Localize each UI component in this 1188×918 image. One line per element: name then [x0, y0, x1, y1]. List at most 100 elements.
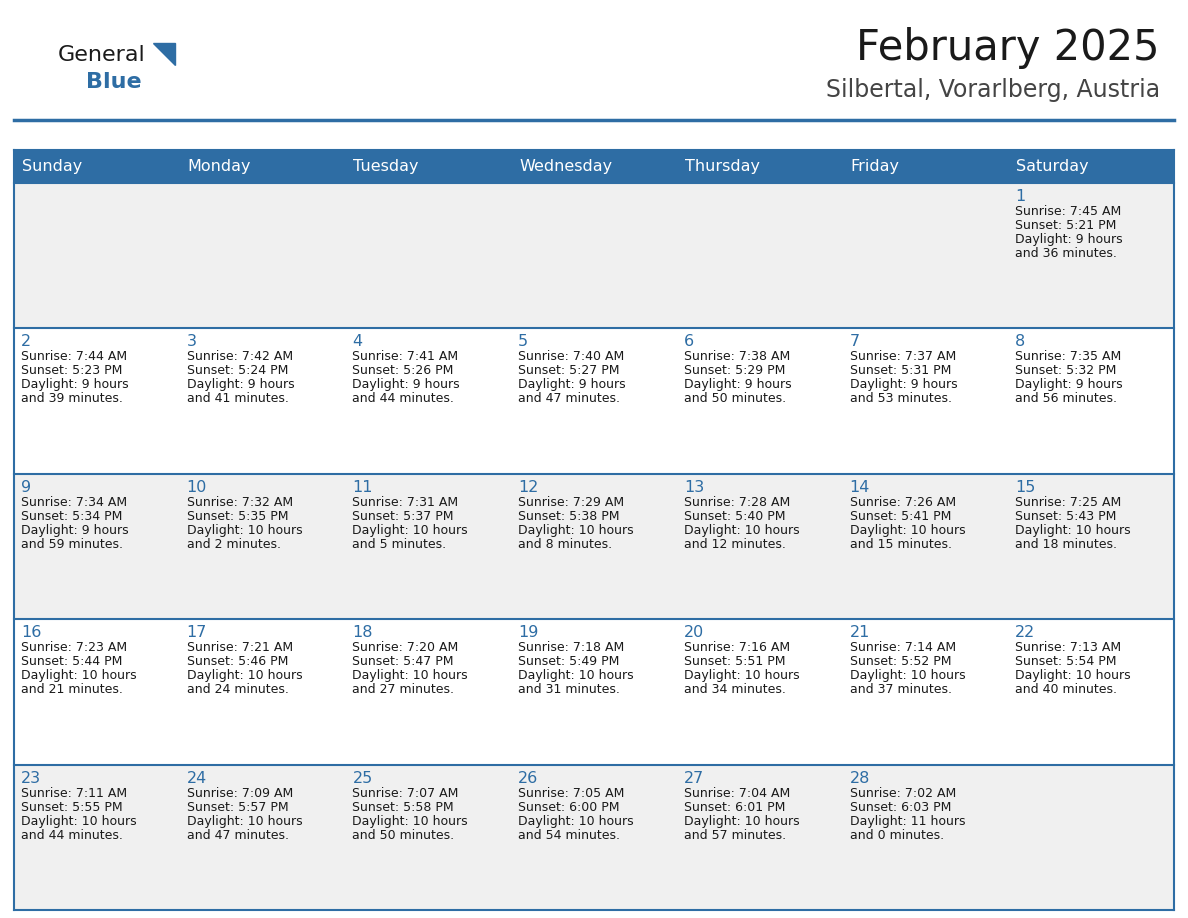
Text: 6: 6 [684, 334, 694, 350]
Text: 27: 27 [684, 770, 704, 786]
Text: and 50 minutes.: and 50 minutes. [353, 829, 455, 842]
Text: 5: 5 [518, 334, 529, 350]
Text: Sunrise: 7:13 AM: Sunrise: 7:13 AM [1016, 641, 1121, 655]
Text: and 24 minutes.: and 24 minutes. [187, 683, 289, 696]
Text: 18: 18 [353, 625, 373, 640]
Text: Sunset: 5:41 PM: Sunset: 5:41 PM [849, 509, 950, 522]
Text: Sunset: 5:34 PM: Sunset: 5:34 PM [21, 509, 122, 522]
Text: General: General [58, 45, 146, 65]
Text: and 44 minutes.: and 44 minutes. [353, 392, 454, 406]
Text: Sunset: 6:01 PM: Sunset: 6:01 PM [684, 800, 785, 813]
Text: Sunset: 5:37 PM: Sunset: 5:37 PM [353, 509, 454, 522]
Text: Sunset: 5:32 PM: Sunset: 5:32 PM [1016, 364, 1117, 377]
Text: Sunrise: 7:20 AM: Sunrise: 7:20 AM [353, 641, 459, 655]
Text: Sunday: Sunday [23, 159, 82, 174]
Text: 21: 21 [849, 625, 870, 640]
Text: Daylight: 9 hours: Daylight: 9 hours [21, 378, 128, 391]
Text: Sunset: 5:43 PM: Sunset: 5:43 PM [1016, 509, 1117, 522]
Text: Sunset: 5:31 PM: Sunset: 5:31 PM [849, 364, 950, 377]
Text: and 39 minutes.: and 39 minutes. [21, 392, 122, 406]
Text: and 37 minutes.: and 37 minutes. [849, 683, 952, 696]
Text: 10: 10 [187, 480, 207, 495]
Text: Daylight: 9 hours: Daylight: 9 hours [21, 524, 128, 537]
Polygon shape [153, 43, 175, 65]
Text: Sunset: 5:46 PM: Sunset: 5:46 PM [187, 655, 287, 668]
Text: and 47 minutes.: and 47 minutes. [518, 392, 620, 406]
Text: Daylight: 10 hours: Daylight: 10 hours [353, 814, 468, 828]
Text: Daylight: 11 hours: Daylight: 11 hours [849, 814, 965, 828]
Text: Sunrise: 7:40 AM: Sunrise: 7:40 AM [518, 351, 625, 364]
Text: and 8 minutes.: and 8 minutes. [518, 538, 612, 551]
Text: 9: 9 [21, 480, 31, 495]
Text: Sunset: 5:57 PM: Sunset: 5:57 PM [187, 800, 289, 813]
Text: Sunrise: 7:23 AM: Sunrise: 7:23 AM [21, 641, 127, 655]
Text: Sunrise: 7:25 AM: Sunrise: 7:25 AM [1016, 496, 1121, 509]
Text: 14: 14 [849, 480, 870, 495]
Text: Sunset: 5:58 PM: Sunset: 5:58 PM [353, 800, 454, 813]
Text: Daylight: 10 hours: Daylight: 10 hours [518, 814, 633, 828]
Text: Sunset: 5:51 PM: Sunset: 5:51 PM [684, 655, 785, 668]
Text: Monday: Monday [188, 159, 251, 174]
Text: February 2025: February 2025 [857, 27, 1159, 69]
Text: Daylight: 10 hours: Daylight: 10 hours [21, 814, 137, 828]
Text: and 12 minutes.: and 12 minutes. [684, 538, 785, 551]
Text: Daylight: 9 hours: Daylight: 9 hours [684, 378, 791, 391]
Text: Sunrise: 7:04 AM: Sunrise: 7:04 AM [684, 787, 790, 800]
Text: Sunset: 5:26 PM: Sunset: 5:26 PM [353, 364, 454, 377]
Text: 19: 19 [518, 625, 538, 640]
Text: Daylight: 10 hours: Daylight: 10 hours [1016, 669, 1131, 682]
Text: 16: 16 [21, 625, 42, 640]
Text: Daylight: 10 hours: Daylight: 10 hours [21, 669, 137, 682]
Text: and 41 minutes.: and 41 minutes. [187, 392, 289, 406]
Bar [14, 183, 1174, 329]
Bar [14, 474, 1174, 620]
Text: and 44 minutes.: and 44 minutes. [21, 829, 122, 842]
Text: Sunset: 5:21 PM: Sunset: 5:21 PM [1016, 219, 1117, 232]
Text: Sunrise: 7:38 AM: Sunrise: 7:38 AM [684, 351, 790, 364]
Text: Sunrise: 7:14 AM: Sunrise: 7:14 AM [849, 641, 955, 655]
Text: Sunrise: 7:32 AM: Sunrise: 7:32 AM [187, 496, 292, 509]
Text: and 50 minutes.: and 50 minutes. [684, 392, 786, 406]
Text: 11: 11 [353, 480, 373, 495]
Text: Sunrise: 7:11 AM: Sunrise: 7:11 AM [21, 787, 127, 800]
Text: Sunrise: 7:21 AM: Sunrise: 7:21 AM [187, 641, 292, 655]
Text: Daylight: 10 hours: Daylight: 10 hours [187, 814, 302, 828]
Text: Daylight: 10 hours: Daylight: 10 hours [849, 669, 965, 682]
Text: 1: 1 [1016, 189, 1025, 204]
Text: Sunset: 5:44 PM: Sunset: 5:44 PM [21, 655, 122, 668]
Text: Sunset: 5:35 PM: Sunset: 5:35 PM [187, 509, 289, 522]
Text: Sunrise: 7:09 AM: Sunrise: 7:09 AM [187, 787, 293, 800]
Bar [14, 150, 1174, 183]
Text: 26: 26 [518, 770, 538, 786]
Bar [14, 620, 1174, 765]
Text: Daylight: 10 hours: Daylight: 10 hours [518, 669, 633, 682]
Text: and 34 minutes.: and 34 minutes. [684, 683, 785, 696]
Text: and 36 minutes.: and 36 minutes. [1016, 247, 1117, 260]
Text: and 31 minutes.: and 31 minutes. [518, 683, 620, 696]
Text: Wednesday: Wednesday [519, 159, 612, 174]
Text: and 5 minutes.: and 5 minutes. [353, 538, 447, 551]
Text: 28: 28 [849, 770, 870, 786]
Text: Daylight: 10 hours: Daylight: 10 hours [1016, 524, 1131, 537]
Text: and 27 minutes.: and 27 minutes. [353, 683, 455, 696]
Text: Sunrise: 7:45 AM: Sunrise: 7:45 AM [1016, 205, 1121, 218]
Text: Daylight: 9 hours: Daylight: 9 hours [187, 378, 295, 391]
Text: Daylight: 9 hours: Daylight: 9 hours [353, 378, 460, 391]
Text: 13: 13 [684, 480, 704, 495]
Text: Sunset: 5:54 PM: Sunset: 5:54 PM [1016, 655, 1117, 668]
Text: Sunrise: 7:18 AM: Sunrise: 7:18 AM [518, 641, 625, 655]
Text: Sunrise: 7:16 AM: Sunrise: 7:16 AM [684, 641, 790, 655]
Text: and 56 minutes.: and 56 minutes. [1016, 392, 1117, 406]
Text: 15: 15 [1016, 480, 1036, 495]
Text: and 18 minutes.: and 18 minutes. [1016, 538, 1117, 551]
Text: Daylight: 9 hours: Daylight: 9 hours [1016, 378, 1123, 391]
Text: Sunset: 5:29 PM: Sunset: 5:29 PM [684, 364, 785, 377]
Text: Sunset: 5:49 PM: Sunset: 5:49 PM [518, 655, 619, 668]
Text: Sunset: 6:03 PM: Sunset: 6:03 PM [849, 800, 950, 813]
Text: and 2 minutes.: and 2 minutes. [187, 538, 280, 551]
Text: and 21 minutes.: and 21 minutes. [21, 683, 122, 696]
Bar [14, 329, 1174, 474]
Text: Sunset: 6:00 PM: Sunset: 6:00 PM [518, 800, 620, 813]
Text: Daylight: 10 hours: Daylight: 10 hours [518, 524, 633, 537]
Text: Sunrise: 7:07 AM: Sunrise: 7:07 AM [353, 787, 459, 800]
